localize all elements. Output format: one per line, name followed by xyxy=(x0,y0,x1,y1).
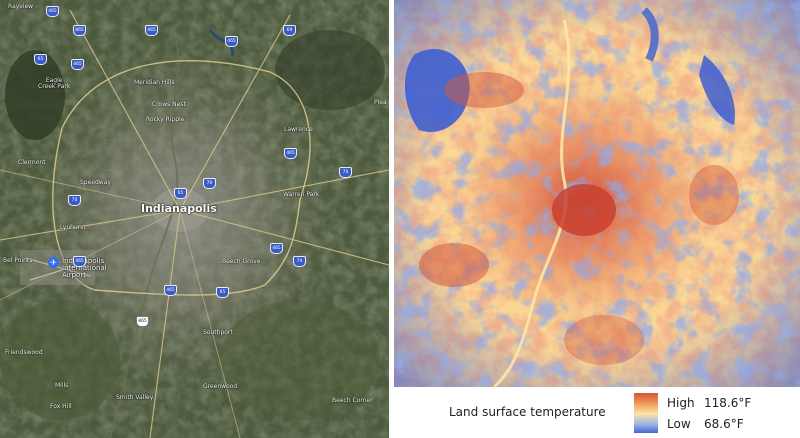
interstate-shield: 865 xyxy=(73,25,86,36)
interstate-shield: 465 xyxy=(71,59,84,70)
place-label-crows-nest: Crows Nest xyxy=(152,101,186,108)
interstate-shield: 465 xyxy=(73,256,86,267)
legend: Land surface temperature High 118.6°F Lo… xyxy=(394,388,800,438)
place-label-beech-corner: Beech Corner xyxy=(332,397,373,404)
legend-high-value: 118.6°F xyxy=(704,396,752,410)
interstate-shield: 70 xyxy=(339,167,352,178)
heat-map xyxy=(394,0,800,387)
place-label-plea: Plea xyxy=(374,99,387,106)
legend-high-label: High xyxy=(667,396,695,410)
interstate-shield: 465 xyxy=(225,36,238,47)
interstate-shield: 65 xyxy=(34,54,47,65)
interstate-shield: 65 xyxy=(216,287,229,298)
interstate-shield: 465 xyxy=(270,243,283,254)
place-label-fox-hill: Fox Hill xyxy=(50,403,72,410)
place-label-greenwood: Greenwood xyxy=(203,383,238,390)
legend-low-value: 68.6°F xyxy=(704,417,744,431)
place-label-lynhurst: Lynhurst xyxy=(60,224,86,231)
city-label-indianapolis: Indianapolis xyxy=(141,202,217,215)
interstate-shield: 74 xyxy=(293,256,306,267)
satellite-map: Rayview Eagle Creek Park Meridian Hills … xyxy=(0,0,389,438)
legend-low-label: Low xyxy=(667,417,691,431)
interstate-shield: 465 xyxy=(46,6,59,17)
airport-icon: ✈ xyxy=(48,257,59,268)
place-label-rocky-ripple: Rocky Ripple xyxy=(146,116,185,123)
place-label-southport: Southport xyxy=(203,329,233,336)
place-label-smith-valley: Smith Valley xyxy=(116,394,154,401)
interstate-shield: 465 xyxy=(164,285,177,296)
interstate-shield: 65 xyxy=(174,188,187,199)
place-label-warren-park: Warren Park xyxy=(283,191,320,198)
place-label-bel-points: Bel Points xyxy=(3,257,33,264)
color-scale-bar xyxy=(634,393,658,433)
place-label-meridian-hills: Meridian Hills xyxy=(134,79,175,86)
place-label-lawrence: Lawrence xyxy=(284,126,313,133)
interstate-shield: 69 xyxy=(283,25,296,36)
place-label-rayview: Rayview xyxy=(8,3,34,10)
state-road-shield: 865 xyxy=(136,316,149,327)
interstate-shield: 465 xyxy=(284,148,297,159)
land-surface-temperature-map xyxy=(394,0,800,387)
place-label-eagle-creek: Eagle Creek Park xyxy=(38,77,71,90)
place-label-friendswood: Friendswood xyxy=(5,349,43,356)
interstate-shield: 70 xyxy=(203,178,216,189)
place-label-beech-grove: Beech Grove xyxy=(222,258,261,265)
place-label-speedway: Speedway xyxy=(80,179,111,186)
satellite-imagery xyxy=(0,0,389,438)
place-label-mills: Mills xyxy=(55,382,69,389)
interstate-shield: 465 xyxy=(145,25,158,36)
legend-title: Land surface temperature xyxy=(449,405,606,419)
place-label-clermont: Clermont xyxy=(18,159,46,166)
interstate-shield: 70 xyxy=(68,195,81,206)
